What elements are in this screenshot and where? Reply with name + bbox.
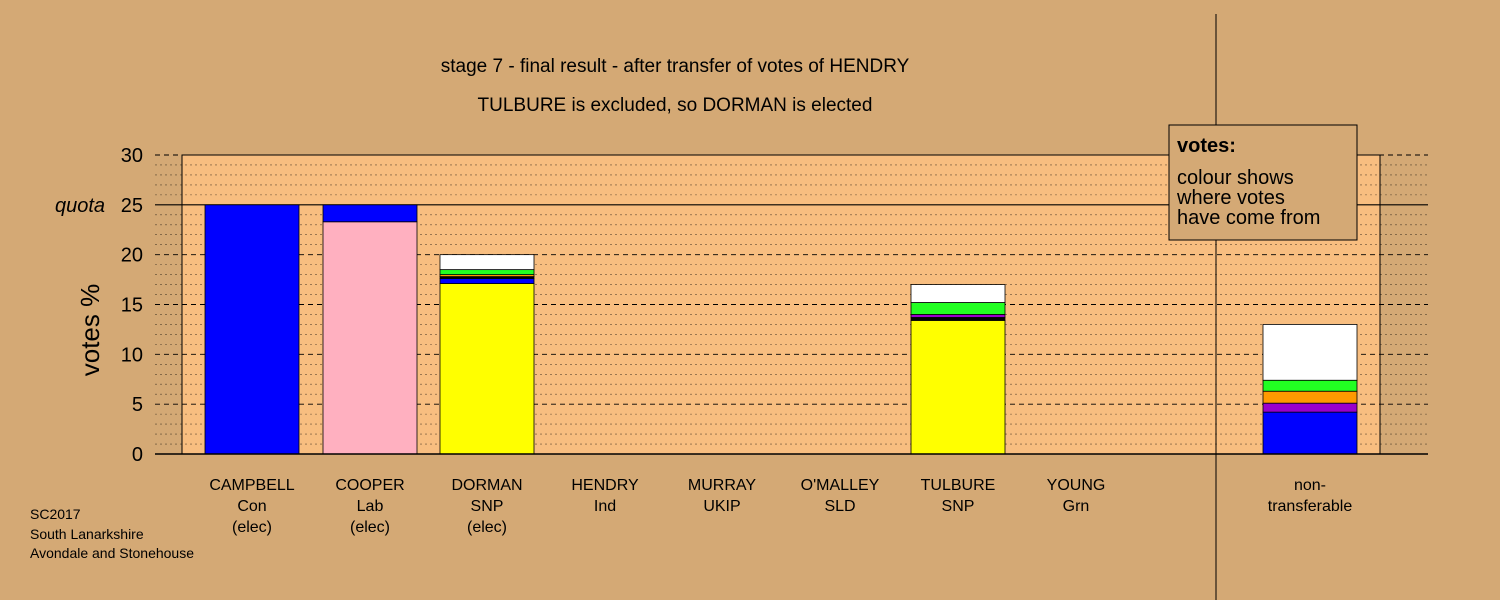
- y-tick-label: 15: [121, 295, 143, 317]
- footer-line-2: South Lanarkshire: [30, 526, 144, 542]
- x-category-label: non-: [1294, 477, 1326, 494]
- x-category-label: (elec): [232, 519, 272, 536]
- quota-label: quota: [55, 195, 105, 217]
- x-category-label: SNP: [471, 498, 504, 515]
- legend-line-3: have come from: [1177, 207, 1320, 229]
- x-category-label: YOUNG: [1047, 477, 1106, 494]
- x-category-label: COOPER: [335, 477, 404, 494]
- footer-line-1: SC2017: [30, 506, 81, 522]
- bar-segment: [910, 320, 1006, 455]
- bar-segment: [1262, 324, 1358, 381]
- x-category-label: MURRAY: [688, 477, 756, 494]
- chart-title: stage 7 - final result - after transfer …: [441, 56, 910, 77]
- x-axis-categories: CAMPBELL Con (elec) COOPER Lab (elec) DORMAN SN…: [209, 477, 1352, 536]
- x-category-label: Lab: [357, 498, 384, 515]
- y-axis-label: votes %: [75, 284, 105, 377]
- bar-segment: [910, 317, 1006, 321]
- x-category-label: SNP: [942, 498, 975, 515]
- bar-segment: [910, 314, 1006, 318]
- bar-segment: [439, 254, 535, 271]
- x-category-label: DORMAN: [451, 477, 522, 494]
- x-category-label: SLD: [824, 498, 855, 515]
- bar-segment: [439, 278, 535, 284]
- legend-box: [1168, 124, 1358, 241]
- y-axis-ticks: 0 5 10 15 20 25 30: [121, 145, 143, 466]
- bar-segment: [322, 204, 418, 223]
- x-category-label: (elec): [467, 519, 507, 536]
- x-category-label: HENDRY: [571, 477, 639, 494]
- bar-segment: [910, 284, 1006, 303]
- y-tick-label: 10: [121, 344, 143, 366]
- x-category-label: TULBURE: [921, 477, 996, 494]
- x-category-label: (elec): [350, 519, 390, 536]
- bar-segment: [1262, 379, 1358, 392]
- x-category-label: Ind: [594, 498, 616, 515]
- bar-segment: [910, 302, 1006, 315]
- x-category-label: UKIP: [703, 498, 740, 515]
- bar-segment: [1262, 411, 1358, 455]
- y-tick-label: 30: [121, 145, 143, 167]
- bar-segment: [1262, 390, 1358, 404]
- bars: [204, 204, 1358, 455]
- y-tick-label: 25: [121, 195, 143, 217]
- x-category-label: Grn: [1063, 498, 1090, 515]
- x-category-label: Con: [237, 498, 266, 515]
- legend-title: votes:: [1177, 135, 1236, 157]
- legend: votes: colour shows where votes have com…: [1168, 124, 1358, 241]
- bar-segment: [439, 283, 535, 455]
- bar-segment: [1262, 402, 1358, 413]
- legend-line-1: colour shows: [1177, 167, 1294, 189]
- bar-segment: [439, 269, 535, 276]
- y-tick-label: 20: [121, 245, 143, 267]
- footer-line-3: Avondale and Stonehouse: [30, 545, 194, 561]
- x-category-label: CAMPBELL: [209, 477, 294, 494]
- legend-line-2: where votes: [1176, 187, 1285, 209]
- y-tick-label: 5: [132, 394, 143, 416]
- x-category-label: transferable: [1268, 498, 1353, 515]
- x-category-label: O'MALLEY: [801, 477, 880, 494]
- chart-subtitle: TULBURE is excluded, so DORMAN is electe…: [478, 95, 873, 116]
- bar-segment: [322, 221, 418, 455]
- y-tick-label: 0: [132, 444, 143, 466]
- bar-segment: [204, 204, 300, 455]
